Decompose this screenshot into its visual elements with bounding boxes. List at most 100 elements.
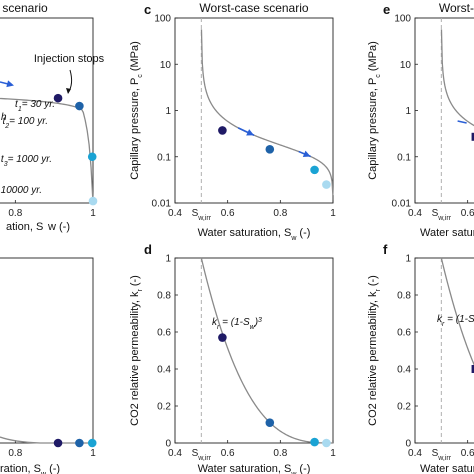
e-x-tick-label: 0.6 [461, 208, 474, 219]
b-x-axis-label: ation, S [6, 221, 43, 233]
f-square-marker [471, 365, 474, 373]
b-time-label: t2= 100 yr. [2, 116, 48, 130]
b-time-point [53, 93, 63, 103]
c-y-tick-label: 100 [154, 14, 171, 25]
f-y-tick-label: 0.6 [397, 328, 411, 339]
b-injection-pointer-head [66, 88, 71, 94]
d-y-tick-label: 0.4 [157, 365, 171, 376]
c-time-point [218, 126, 227, 135]
b-panel-title: scenario [2, 1, 48, 15]
c-swirr-label: Sw,irr [192, 208, 212, 222]
f-kr-curve [440, 257, 474, 367]
c-y-tick-label: 0.01 [152, 199, 172, 210]
f-y-tick-label: 1 [405, 254, 411, 265]
c-y-tick-label: 10 [160, 60, 172, 71]
d-time-point [322, 438, 331, 448]
c-x-tick-label: 0.8 [273, 208, 287, 219]
c-flow-arrowhead [246, 129, 254, 136]
f-panel-letter: f [383, 242, 388, 257]
a2-x-tick-label: 0.8 [8, 448, 22, 459]
b-time-point [88, 196, 98, 206]
a2-kr-curve [0, 436, 93, 444]
b-x-axis-label-unit: w (-) [47, 221, 70, 233]
c-y-tick-label: 1 [165, 106, 171, 117]
c-x-tick-label: 0.6 [221, 208, 235, 219]
f-x-tick-label: 0.4 [408, 448, 422, 459]
c-flow-arrowhead-2 [302, 150, 311, 158]
f-x-axis-label: Water satura [420, 463, 474, 474]
e-panel-letter: e [383, 2, 390, 17]
e-y-axis-label: Capillary pressure, Pc (MPa) [367, 41, 382, 180]
a2-plot-frame [0, 257, 94, 444]
e-y-tick-label: 0.01 [392, 199, 412, 210]
e-panel-title: Worst- [439, 1, 474, 15]
f-y-tick-label: 0.8 [397, 291, 411, 302]
d-x-tick-label: 0.4 [168, 448, 182, 459]
d-y-tick-label: 1 [165, 254, 171, 265]
b-x-tick-label: 1 [90, 208, 96, 219]
f-y-tick-label: 0 [405, 439, 411, 450]
e-square-marker [471, 132, 474, 141]
f-equation: kr = (1-S [437, 314, 474, 328]
d-x-tick-label: 0.6 [221, 448, 235, 459]
d-time-point [218, 333, 227, 342]
e-pc-curve [440, 29, 474, 127]
e-flow-arrow [457, 120, 467, 124]
a2-x-tick-label: 1 [90, 448, 96, 459]
b-pc-curve [0, 97, 94, 204]
d-panel-letter: d [144, 242, 152, 257]
c-time-point [265, 144, 275, 154]
b-arrow-text-fragment: h [1, 112, 7, 123]
c-pc-curve [200, 29, 334, 196]
f-y-tick-label: 0.4 [397, 365, 411, 376]
f-swirr-label: Sw,irr [432, 448, 452, 462]
b-time-label: t1= 30 yr. [15, 99, 55, 113]
c-x-tick-label: 0.4 [168, 208, 182, 219]
d-y-tick-label: 0.2 [157, 402, 171, 413]
e-y-tick-label: 10 [400, 60, 412, 71]
c-x-axis-label: Water saturation, Sw (-) [198, 227, 311, 242]
b-time-label: t4= 10000 yr. [0, 185, 42, 199]
d-swirr-label: Sw,irr [192, 448, 212, 462]
b-time-point [75, 101, 84, 111]
e-plot-frame [414, 17, 474, 204]
c-time-point [322, 180, 331, 189]
e-y-tick-label: 1 [405, 106, 411, 117]
d-time-point [310, 437, 319, 447]
b-time-label: t3= 1000 yr. [1, 154, 52, 168]
b-time-point [87, 152, 97, 162]
f-y-axis-label: CO2 relative permeability, kr (-) [367, 275, 382, 426]
b-x-tick-label: 0.8 [8, 208, 22, 219]
d-y-tick-label: 0.6 [157, 328, 171, 339]
a2-time-point [87, 438, 97, 448]
f-plot-frame [414, 257, 474, 444]
b-injection-stops-label: Injection stops [34, 53, 105, 65]
d-plot-frame [174, 257, 334, 444]
c-plot-frame [174, 17, 334, 204]
b-flow-arrowhead [6, 80, 14, 88]
d-y-tick-label: 0 [165, 439, 171, 450]
c-y-tick-label: 0.1 [157, 152, 171, 163]
a2-time-point [75, 438, 84, 448]
a2-time-point [53, 438, 63, 448]
c-panel-title: Worst-case scenario [199, 1, 308, 15]
d-kr-curve [200, 257, 333, 444]
c-y-axis-label: Capillary pressure, Pc (MPa) [129, 41, 144, 180]
c-panel-letter: c [144, 2, 151, 17]
e-swirr-label: Sw,irr [432, 208, 452, 222]
a2-x-axis-label: ration, Sw (-) [0, 463, 60, 474]
d-x-axis-label: Water saturation, Sw (-) [198, 463, 311, 474]
d-time-point [265, 418, 275, 427]
c-time-point [310, 165, 319, 175]
b-plot-frame [0, 17, 94, 204]
d-equation: kr = (1-Sw)3 [212, 317, 262, 331]
e-y-tick-label: 100 [394, 14, 411, 25]
e-x-tick-label: 0.4 [408, 208, 422, 219]
f-y-tick-label: 0.2 [397, 402, 411, 413]
e-x-axis-label: Water satura [420, 227, 474, 239]
f-x-tick-label: 0.6 [461, 448, 474, 459]
c-x-tick-label: 1 [330, 208, 336, 219]
d-x-tick-label: 0.8 [273, 448, 287, 459]
d-y-tick-label: 0.8 [157, 291, 171, 302]
